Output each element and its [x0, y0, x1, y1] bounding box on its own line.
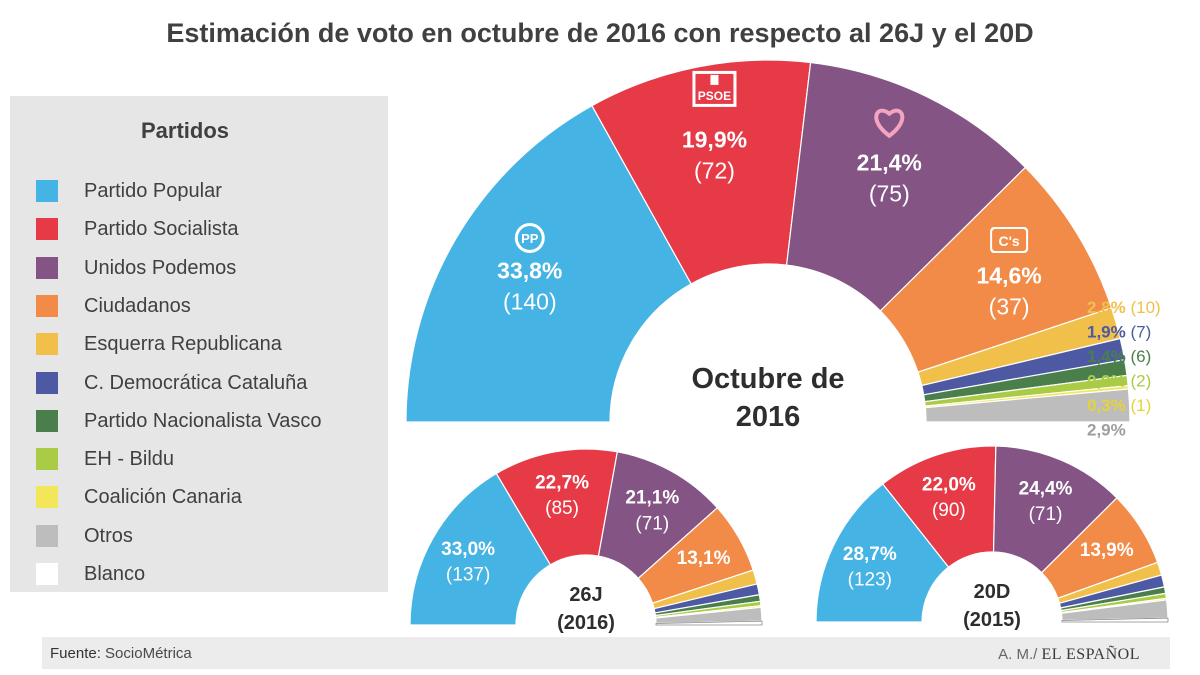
pp-logo-icon: PP — [514, 222, 545, 253]
slice-percent-label: 21,1% — [625, 488, 679, 509]
slice-blanco — [1061, 617, 1169, 623]
small-party-seats: (2) — [1126, 372, 1152, 391]
legend-swatch — [36, 294, 58, 317]
semicircle-chart: 28,7% (123) 22,0% (90) 24,4% (71) 13,9% 20D (201… — [815, 445, 1169, 631]
legend-label: EH - Bildu — [84, 448, 175, 471]
slice-percent-label: 13,9% — [1080, 540, 1134, 561]
credit: A. M./ EL ESPAÑOL — [998, 646, 1140, 664]
svg-text:C's: C's — [998, 233, 1019, 249]
legend-label: C. Democrática Cataluña — [84, 371, 308, 394]
slice-partido-popular — [405, 104, 692, 423]
slice-percent-label: 33,0% — [441, 539, 495, 560]
legend-title: Partidos — [140, 118, 230, 143]
slice-otros — [924, 388, 1131, 423]
small-party-label: 0,9% (2) — [1087, 372, 1151, 391]
svg-text:PP: PP — [521, 231, 539, 246]
psoe-logo-icon: PSOE — [692, 70, 737, 107]
slice-percent-label: 24,4% — [1019, 478, 1073, 499]
slice-seats-label: (71) — [1029, 504, 1063, 525]
center-label: 2016 — [736, 401, 801, 433]
footer: Fuente: SocioMétrica A. M./ EL ESPAÑOL — [42, 637, 1170, 669]
legend-swatch — [36, 180, 58, 202]
small-party-seats: (7) — [1126, 323, 1152, 342]
center-label: 26J — [569, 584, 602, 606]
small-party-seats: (1) — [1126, 396, 1152, 415]
slice-seats-label: (90) — [932, 500, 966, 521]
small-party-label: 1,9% (7) — [1087, 323, 1151, 342]
small-party-percent: 1,4% — [1087, 347, 1126, 366]
source-name: SocioMétrica — [105, 645, 192, 662]
slice-percent-label: 14,6% — [977, 263, 1042, 289]
slice-seats-label: (123) — [848, 570, 892, 591]
slice-percent-label: 13,1% — [677, 548, 731, 569]
slice-seats-label: (75) — [869, 180, 910, 206]
legend-label: Blanco — [84, 563, 146, 585]
legend-label: Partido Socialista — [84, 218, 239, 241]
slice-partido-popular — [815, 483, 950, 623]
center-label: (2015) — [963, 609, 1021, 631]
slice-percent-label: 21,4% — [857, 149, 922, 175]
legend-label: Otros — [84, 524, 133, 547]
small-party-percent: 2,9% — [1087, 421, 1126, 440]
slice-partido-socialista — [881, 445, 997, 568]
semicircle-chart: 33,8% (140) 19,9% (72) 21,4% (75) 14,6% (37) Oct… — [405, 59, 1161, 440]
legend-swatch — [36, 256, 58, 279]
svg-text:PSOE: PSOE — [698, 89, 731, 103]
slice-seats-label: (85) — [545, 498, 579, 519]
semicircle-charts: 33,8% (140) 19,9% (72) 21,4% (75) 14,6% (37) Oct… — [405, 59, 1169, 634]
slice-blanco — [655, 620, 763, 626]
slice-unidos-podemos — [992, 445, 1118, 574]
source-label: Fuente: — [50, 645, 101, 662]
slice-percent-label: 22,0% — [922, 474, 976, 495]
legend-swatch — [36, 218, 58, 241]
chart-title: Estimación de voto en octubre de 2016 co… — [166, 18, 1034, 48]
source-text: Fuente: SocioMétrica — [50, 645, 192, 662]
slice-seats-label: (140) — [503, 289, 557, 315]
small-party-percent: 2,8% — [1087, 298, 1126, 317]
legend-swatch — [36, 486, 58, 509]
podemos-heart-icon — [874, 108, 905, 139]
cs-logo-icon: C's — [990, 227, 1029, 254]
small-party-percent: 0,3% — [1087, 396, 1126, 415]
small-party-seats: (10) — [1126, 298, 1161, 317]
legend: Partidos Partido Popular Partido Socialis… — [10, 96, 388, 592]
center-label: (2016) — [557, 612, 615, 634]
slice-percent-label: 33,8% — [497, 258, 562, 284]
slice-partido-popular — [409, 472, 552, 626]
legend-swatch — [36, 409, 58, 432]
legend-label: Unidos Podemos — [84, 256, 237, 279]
small-party-label: 2,8% (10) — [1087, 298, 1161, 317]
slice-percent-label: 28,7% — [843, 544, 897, 565]
slice-percent-label: 22,7% — [535, 473, 589, 494]
legend-label: Coalición Canaria — [84, 486, 242, 509]
center-label: 20D — [974, 581, 1011, 603]
author-initials: A. M./ — [998, 646, 1038, 663]
small-party-label: 2,9% — [1087, 421, 1126, 440]
legend-label: Esquerra Republicana — [84, 333, 282, 356]
center-label: Octubre de — [691, 363, 844, 395]
legend-swatch — [36, 448, 58, 471]
slice-seats-label: (72) — [694, 158, 735, 184]
legend-label: Ciudadanos — [84, 294, 191, 317]
small-party-label: 1,4% (6) — [1087, 347, 1151, 366]
legend-swatch — [36, 333, 58, 356]
slice-percent-label: 19,9% — [682, 126, 747, 152]
small-party-percent: 1,9% — [1087, 323, 1126, 342]
legend-swatch — [36, 524, 58, 547]
small-party-seats: (6) — [1126, 347, 1152, 366]
legend-swatch — [36, 371, 58, 394]
slice-partido-socialista — [591, 59, 812, 285]
slice-seats-label: (137) — [446, 565, 490, 586]
brand-logo: EL ESPAÑOL — [1041, 646, 1140, 663]
legend-label: Partido Nacionalista Vasco — [84, 409, 322, 432]
slice-seats-label: (71) — [635, 513, 669, 534]
semicircle-chart: 33,0% (137) 22,7% (85) 21,1% (71) 13,1% 26J (201… — [409, 448, 763, 634]
slice-unidos-podemos — [785, 61, 1027, 312]
small-party-percent: 0,9% — [1087, 372, 1126, 391]
legend-label: Partido Popular — [84, 180, 222, 202]
legend-swatch — [36, 563, 58, 585]
slice-seats-label: (37) — [989, 294, 1030, 320]
small-party-label: 0,3% (1) — [1087, 396, 1151, 415]
